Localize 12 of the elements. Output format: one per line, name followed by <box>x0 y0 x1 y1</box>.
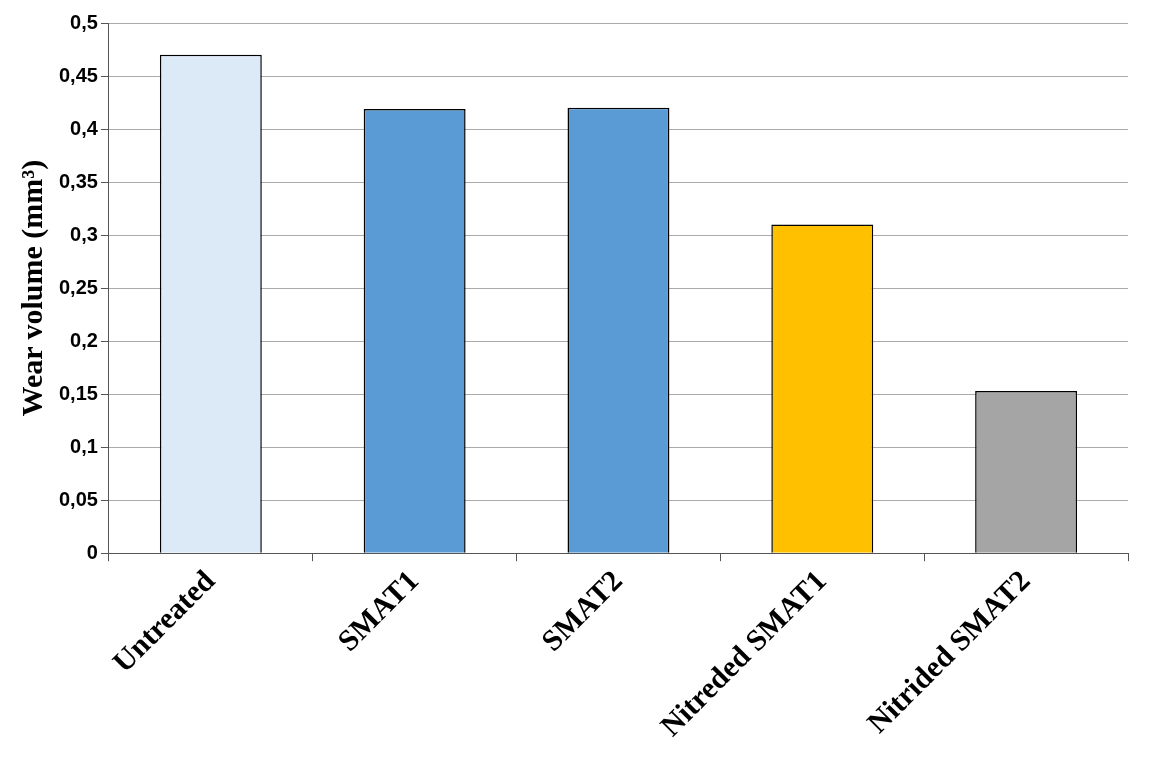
y-tick-label: 0,4 <box>70 116 99 139</box>
y-tick-label: 0,35 <box>58 169 98 192</box>
y-axis-title: Wear volume (mm³) <box>14 159 49 417</box>
y-tick-label: 0,2 <box>70 328 98 351</box>
y-tick-label: 0,25 <box>58 275 98 298</box>
y-tick-label: 0,15 <box>58 381 98 404</box>
y-tick-label: 0,1 <box>70 434 98 457</box>
y-tick-label: 0,3 <box>70 222 98 245</box>
y-tick-label: 0,5 <box>70 10 98 33</box>
y-tick-label: 0 <box>86 540 98 563</box>
y-tick-label: 0,45 <box>58 63 98 86</box>
y-tick-label: 0,05 <box>58 487 98 510</box>
